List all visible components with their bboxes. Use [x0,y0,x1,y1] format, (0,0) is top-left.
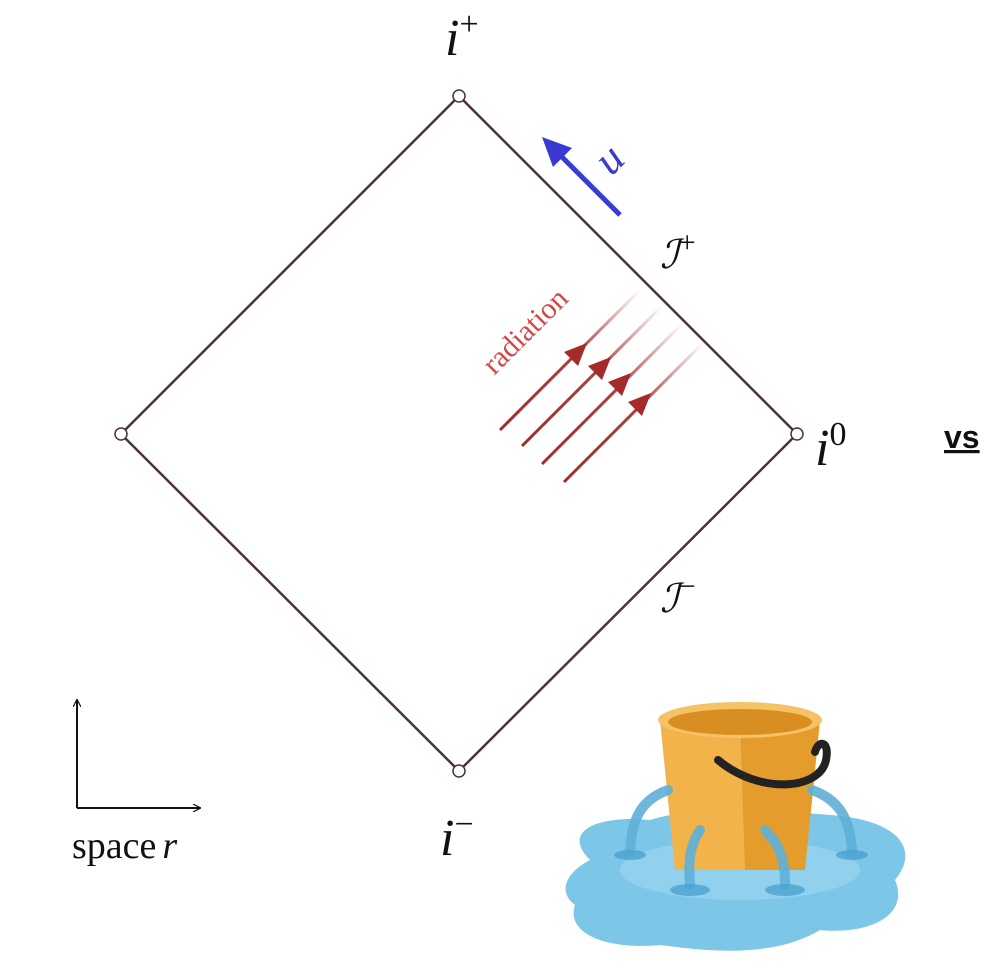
sup: + [679,226,696,259]
sup: − [454,806,473,843]
scri-plus: ℐ+ [660,226,696,277]
word: space [72,825,156,867]
scri-minus: ℐ− [660,570,696,621]
sup: + [459,6,478,43]
penrose-diagram: u radiation i+ i0 i− ℐ+ ℐ− vs timet spac… [0,0,989,966]
vs-label: vs [944,419,980,455]
base: i [445,10,459,67]
diamond [121,96,797,771]
page: {"diagram":{ "points":{ "top":{"base":"i… [0,0,989,966]
sup: 0 [829,416,846,453]
base: i [815,420,829,477]
base: i [440,810,454,867]
vertices [115,90,803,777]
radiation-label: radiation [476,282,575,381]
i-plus: i+ [445,6,479,67]
sup: − [679,570,696,603]
var: r [162,825,177,867]
leaking-bucket [566,702,906,951]
axes [77,700,200,808]
i-zero: i0 [815,416,846,477]
u-label: u [584,134,634,184]
i-minus: i− [440,806,474,867]
